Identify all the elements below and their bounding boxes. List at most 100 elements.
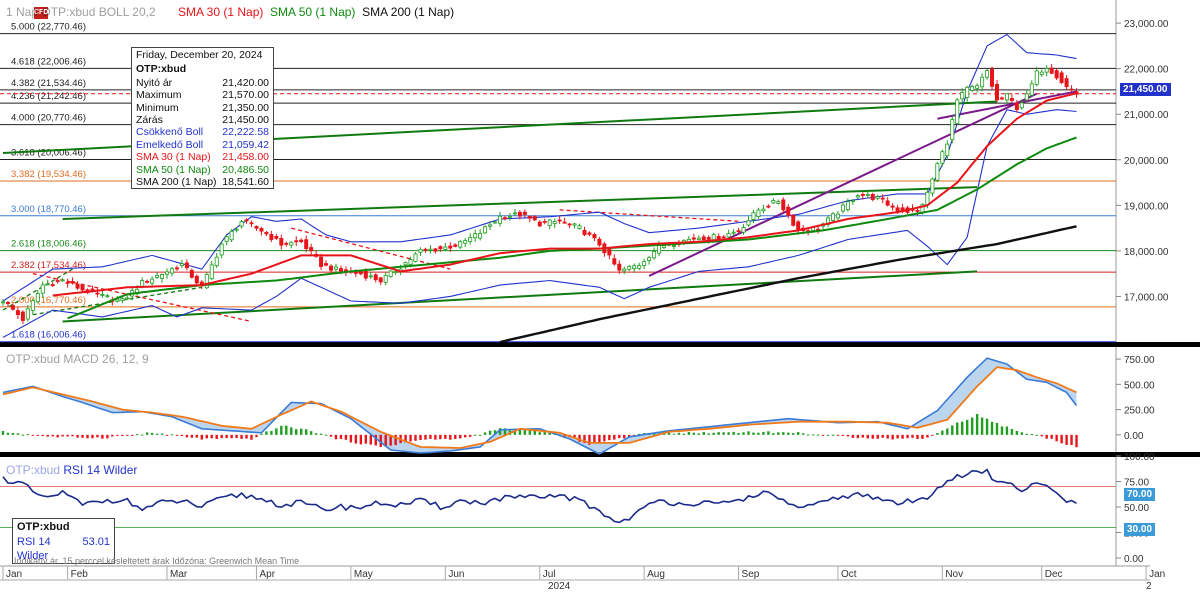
macd-histogram-bar — [444, 434, 447, 439]
candle-body — [995, 83, 1000, 101]
legend-sma50[interactable]: SMA 50 (1 Nap) — [270, 5, 356, 19]
macd-histogram-bar — [41, 434, 44, 437]
macd-histogram-bar — [16, 433, 20, 435]
candle-body — [741, 227, 746, 233]
candle-body — [691, 237, 696, 240]
macd-histogram-bar — [941, 430, 944, 435]
tooltip-row: Maximum 21,570.00 — [132, 89, 273, 101]
macd-histogram-bar — [762, 431, 765, 435]
macd-histogram-bar — [503, 428, 507, 435]
macd-histogram-bar — [354, 434, 358, 444]
trendline — [648, 92, 1038, 277]
legend-sma30[interactable]: SMA 30 (1 Nap) — [178, 5, 264, 19]
candle-body — [30, 300, 35, 311]
candle-body — [870, 193, 875, 200]
macd-histogram-bar — [250, 434, 253, 440]
macd-histogram-bar — [91, 434, 94, 439]
candle-body — [1029, 83, 1034, 96]
macd-histogram-bar — [921, 434, 924, 439]
candle-body — [890, 205, 895, 208]
tooltip-row: SMA 200 (1 Nap) 18,541.60 — [132, 176, 273, 188]
macd-histogram-bar — [240, 434, 243, 439]
candle-body — [264, 232, 269, 235]
candle-body — [662, 245, 667, 248]
rsi-tooltip-value: 53.01 — [82, 536, 110, 548]
candle-body — [547, 219, 552, 226]
fib-level-label: 3.618 (20,006.46) — [11, 147, 86, 158]
macd-histogram-bar — [11, 432, 15, 435]
candle-body — [329, 265, 334, 271]
candle-body — [791, 214, 796, 226]
macd-histogram-bar — [394, 434, 397, 446]
candle-body — [557, 219, 562, 222]
macd-histogram-bar — [329, 434, 333, 437]
candle-body — [478, 233, 483, 239]
current-price-badge: 21,450.00 — [1120, 83, 1171, 96]
month-label: Aug — [647, 569, 665, 580]
month-label: Nov — [945, 569, 963, 580]
candle-body — [244, 219, 249, 222]
month-label: Oct — [841, 569, 857, 580]
macd-histogram-bar — [150, 432, 154, 435]
candle-body — [468, 237, 473, 242]
candle-body — [701, 236, 706, 240]
macd-histogram-bar — [737, 432, 740, 435]
trendline — [62, 270, 978, 323]
tooltip-row-value: 21,450.00 — [222, 114, 269, 127]
macd-histogram-bar — [449, 434, 452, 440]
candle-body — [975, 85, 980, 89]
macd-histogram-bar — [349, 434, 353, 443]
macd-histogram-bar — [483, 432, 487, 435]
tooltip-row-label: Zárás — [136, 114, 163, 127]
macd-histogram-bar — [543, 430, 546, 435]
candle-body — [40, 284, 45, 294]
tooltip-row: Zárás 21,450.00 — [132, 114, 273, 126]
macd-histogram-bar — [588, 434, 591, 445]
candle-body — [955, 99, 960, 124]
candle-body — [1059, 72, 1064, 83]
rsi-tooltip-label: RSI 14 Wilder — [17, 536, 51, 562]
macd-histogram-bar — [1070, 434, 1073, 445]
candle-body — [542, 221, 547, 223]
tooltip-symbol: OTP:xbud — [136, 63, 187, 76]
fib-level-label: 5.000 (22,770.46) — [11, 22, 86, 33]
macd-histogram-bar — [359, 434, 363, 445]
month-label: Jan — [6, 569, 22, 580]
candle-body — [935, 163, 940, 181]
candle-body — [150, 278, 155, 284]
macd-histogram-bar — [339, 434, 343, 439]
candle-body — [1004, 93, 1009, 101]
macd-histogram-bar — [131, 434, 134, 436]
legend-sma200[interactable]: SMA 200 (1 Nap) — [362, 5, 455, 19]
candle-body — [45, 283, 50, 286]
tooltip-date: Friday, December 20, 2024 — [136, 49, 263, 61]
macd-histogram-bar — [220, 434, 223, 439]
tooltip-row-value: 21,059.42 — [222, 138, 269, 151]
rsi-title-indicator[interactable]: RSI 14 Wilder — [63, 463, 138, 477]
macd-histogram-bar — [31, 434, 35, 436]
tooltip-row-value: 20,486.50 — [222, 163, 269, 176]
candle-body — [895, 207, 900, 212]
candle-body — [55, 280, 60, 282]
sma50-line — [67, 136, 1077, 320]
macd-histogram-bar — [598, 434, 601, 443]
macd-histogram-bar — [876, 434, 879, 439]
candle-body — [985, 70, 990, 78]
macd-histogram-bar — [985, 418, 989, 435]
macd-histogram-bar — [836, 434, 840, 436]
candle-body — [383, 274, 388, 283]
candle-body — [453, 244, 458, 247]
macd-histogram-bar — [135, 434, 139, 436]
macd-histogram-bar — [806, 434, 810, 436]
macd-panel-title: OTP:xbud MACD 26, 12, 9 — [6, 352, 149, 366]
candle-body — [796, 221, 801, 231]
macd-histogram-bar — [389, 434, 392, 446]
candle-body — [155, 275, 160, 278]
candle-body — [448, 245, 453, 249]
macd-histogram-bar — [667, 432, 671, 435]
macd-histogram-bar — [374, 434, 377, 446]
macd-histogram-bar — [51, 434, 54, 437]
tooltip-row: Csökkenő Boll 22,222.58 — [132, 126, 273, 138]
